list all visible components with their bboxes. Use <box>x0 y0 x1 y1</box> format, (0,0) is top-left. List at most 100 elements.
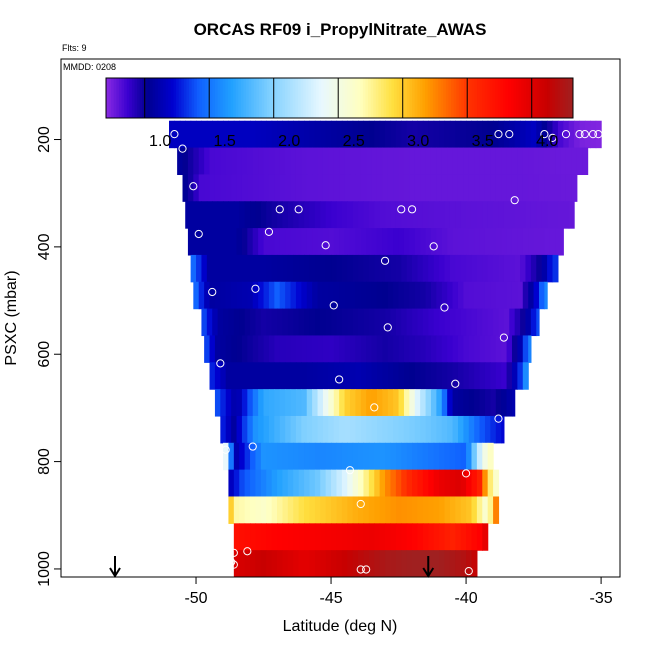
sample-point <box>194 229 203 239</box>
colorbar-segment <box>290 78 294 118</box>
heatmap-cell <box>490 147 497 176</box>
heatmap-cell <box>457 228 464 256</box>
heatmap-cell <box>479 335 486 363</box>
heatmap-cell <box>490 389 497 417</box>
heatmap-cell <box>250 523 257 551</box>
heatmap-cell <box>406 442 413 471</box>
heatmap-cell <box>460 523 467 551</box>
heatmap-cell <box>463 174 470 202</box>
colorbar-segment <box>256 78 260 118</box>
colorbar-segment <box>225 78 229 118</box>
heatmap-cell <box>190 254 197 283</box>
heatmap-cell <box>482 120 489 149</box>
heatmap-cell <box>460 308 467 337</box>
heatmap-cell <box>306 147 313 176</box>
heatmap-cell <box>358 496 365 524</box>
heatmap-cell <box>241 335 248 363</box>
heatmap-cell <box>204 335 211 363</box>
heatmap-cell <box>457 389 464 417</box>
heatmap-cell <box>422 201 429 229</box>
heatmap-cell <box>244 550 251 577</box>
heatmap-cell <box>547 201 554 229</box>
heatmap-cell <box>344 415 351 444</box>
heatmap-cell <box>325 496 332 524</box>
heatmap-cell <box>390 120 397 149</box>
heatmap-cell <box>287 523 294 551</box>
heatmap-cell <box>336 550 343 577</box>
heatmap-cell <box>320 523 327 551</box>
colorbar-segment <box>536 78 540 118</box>
heatmap-cell <box>409 228 416 256</box>
heatmap-cell <box>422 469 429 498</box>
heatmap-cell <box>220 281 227 310</box>
heatmap-cell <box>563 201 570 229</box>
sample-point <box>227 557 236 567</box>
heatmap-cell <box>395 201 402 229</box>
heatmap-cell <box>412 469 419 498</box>
heatmap-cell <box>287 308 294 337</box>
heatmap-cell <box>436 228 443 256</box>
heatmap-cell <box>328 362 335 390</box>
heatmap-cell <box>325 442 332 471</box>
heatmap-cell <box>498 254 505 283</box>
heatmap-cell <box>449 550 456 577</box>
heatmap-cell <box>266 308 273 337</box>
heatmap-cell <box>533 147 540 176</box>
sample-point <box>451 379 460 388</box>
sample-point <box>356 565 365 574</box>
heatmap-cell <box>406 308 413 337</box>
heatmap-cell <box>433 201 440 229</box>
colorbar-segment <box>347 78 351 118</box>
heatmap-cell <box>360 281 367 310</box>
heatmap-cell <box>371 335 378 363</box>
heatmap-cell <box>509 201 516 229</box>
heatmap-cell <box>341 496 348 524</box>
heatmap-cell <box>244 523 251 551</box>
heatmap-cell <box>260 550 267 577</box>
heatmap-cell <box>490 415 497 444</box>
heatmap-cell <box>538 281 545 310</box>
heatmap-cell <box>225 147 232 176</box>
sample-point <box>499 333 508 342</box>
heatmap-cell <box>196 201 203 229</box>
heatmap-cell <box>301 335 308 363</box>
heatmap-cell <box>290 335 297 363</box>
colorbar-segment <box>316 78 320 118</box>
colorbar-segment <box>531 78 535 118</box>
heatmap-cell <box>412 550 419 577</box>
heatmap-cell <box>447 362 454 390</box>
heatmap-cell <box>239 496 246 524</box>
heatmap-cell <box>387 281 394 310</box>
heatmap-cell <box>196 120 203 149</box>
heatmap-cell <box>493 308 500 337</box>
colorbar-segment <box>116 78 120 118</box>
heatmap-cell <box>530 308 537 337</box>
heatmap-cell <box>352 254 359 283</box>
heatmap-cell <box>293 469 300 498</box>
heatmap-cell <box>233 254 240 283</box>
colorbar-segment <box>251 78 255 118</box>
heatmap-cell <box>285 389 292 417</box>
heatmap-cell <box>266 496 273 524</box>
heatmap-cell <box>476 442 483 471</box>
heatmap-cell <box>287 550 294 577</box>
heatmap-cell <box>482 442 489 471</box>
heatmap-cell <box>231 415 238 444</box>
heatmap-cell <box>231 362 238 390</box>
heatmap-cell <box>228 201 235 229</box>
heatmap-cell <box>412 442 419 471</box>
heatmap-cell <box>403 281 410 310</box>
heatmap-cell <box>439 442 446 471</box>
heatmap-cell <box>298 442 305 471</box>
colorbar-segment <box>438 78 442 118</box>
heatmap-cell <box>290 415 297 444</box>
heatmap-cell <box>406 496 413 524</box>
heatmap-cell <box>263 362 270 390</box>
heatmap-cell <box>487 469 494 498</box>
heatmap-cell <box>290 147 297 176</box>
heatmap-cell <box>506 228 513 256</box>
heatmap-cell <box>379 442 386 471</box>
sample-point <box>329 301 338 310</box>
heatmap-cell <box>306 389 313 417</box>
heatmap-cell <box>528 335 532 363</box>
